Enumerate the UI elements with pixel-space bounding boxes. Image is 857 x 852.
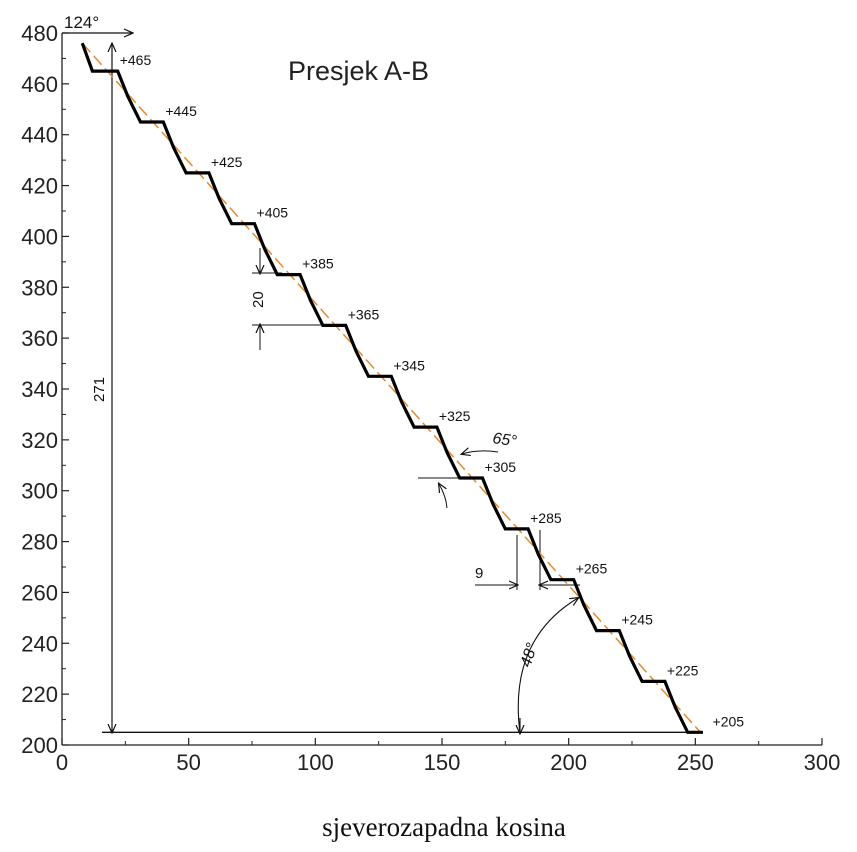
y-tick-label: 320 xyxy=(21,428,58,453)
y-tick-label: 220 xyxy=(21,682,58,707)
overall-angle-label: 48° xyxy=(518,640,542,669)
bench-elevation-labels: +465 +445 +425 +405 +385 +365 +345 +325 +305 +285… xyxy=(120,52,745,729)
y-tick-label: 360 xyxy=(21,326,58,351)
face-angle-label: 65° xyxy=(491,430,518,450)
face-angle-arrow-upper xyxy=(462,451,499,454)
face-angle-arrow-lower xyxy=(439,484,448,509)
overall-slope-line xyxy=(81,42,701,733)
y-tick-label: 200 xyxy=(21,733,58,758)
chart-title: Presjek A-B xyxy=(288,56,429,86)
overall-angle-arc xyxy=(517,598,578,734)
y-tick-label: 300 xyxy=(21,479,58,504)
bench-elevation-label: +445 xyxy=(165,103,197,119)
bench-elevation-label: +265 xyxy=(576,561,608,577)
y-tick-label: 260 xyxy=(21,580,58,605)
y-tick-label: 460 xyxy=(21,72,58,97)
x-tick-label: 300 xyxy=(804,750,841,775)
bench-elevation-label: +425 xyxy=(211,154,243,170)
bench-elevation-label: +365 xyxy=(348,306,380,322)
dimension-annotations: 124° 271 20 9 65° 48° xyxy=(62,13,580,733)
x-tick-label: 200 xyxy=(550,750,587,775)
axes xyxy=(61,33,822,746)
bench-elevation-label: +345 xyxy=(393,357,425,373)
bench-elevation-label: +285 xyxy=(530,510,562,526)
y-axis-ticks: 200 220 240 260 280 300 320 340 360 380 400 420 440 4… xyxy=(21,21,69,758)
bench-elevation-label: +405 xyxy=(257,205,289,221)
bench-elevation-label: +225 xyxy=(667,662,699,678)
y-tick-label: 400 xyxy=(21,224,58,249)
y-tick-label: 380 xyxy=(21,275,58,300)
y-tick-label: 280 xyxy=(21,530,58,555)
bench-elevation-label: +245 xyxy=(621,612,653,628)
x-axis-ticks: 0 50 100 150 200 250 300 xyxy=(56,738,840,775)
top-angle-label: 124° xyxy=(64,13,99,32)
bench-width-label: 9 xyxy=(475,565,483,582)
bench-elevation-label: +325 xyxy=(439,408,471,424)
y-tick-label: 340 xyxy=(21,377,58,402)
x-tick-label: 50 xyxy=(176,750,200,775)
y-tick-label: 480 xyxy=(21,21,58,46)
total-height-label: 271 xyxy=(91,377,108,402)
y-tick-label: 420 xyxy=(21,174,58,199)
y-tick-label: 440 xyxy=(21,123,58,148)
x-tick-label: 100 xyxy=(297,750,334,775)
bench-elevation-label: +385 xyxy=(302,256,334,272)
bench-height-label: 20 xyxy=(250,291,267,308)
x-tick-label: 150 xyxy=(424,750,461,775)
y-tick-label: 240 xyxy=(21,631,58,656)
bench-elevation-label: +305 xyxy=(485,459,517,475)
x-tick-label: 0 xyxy=(56,750,68,775)
bench-elevation-label: +465 xyxy=(120,52,152,68)
x-tick-label: 250 xyxy=(677,750,714,775)
chart-caption: sjeverozapadna kosina xyxy=(322,812,566,842)
bench-elevation-label: +205 xyxy=(713,713,745,729)
bench-profile-line xyxy=(80,42,703,734)
